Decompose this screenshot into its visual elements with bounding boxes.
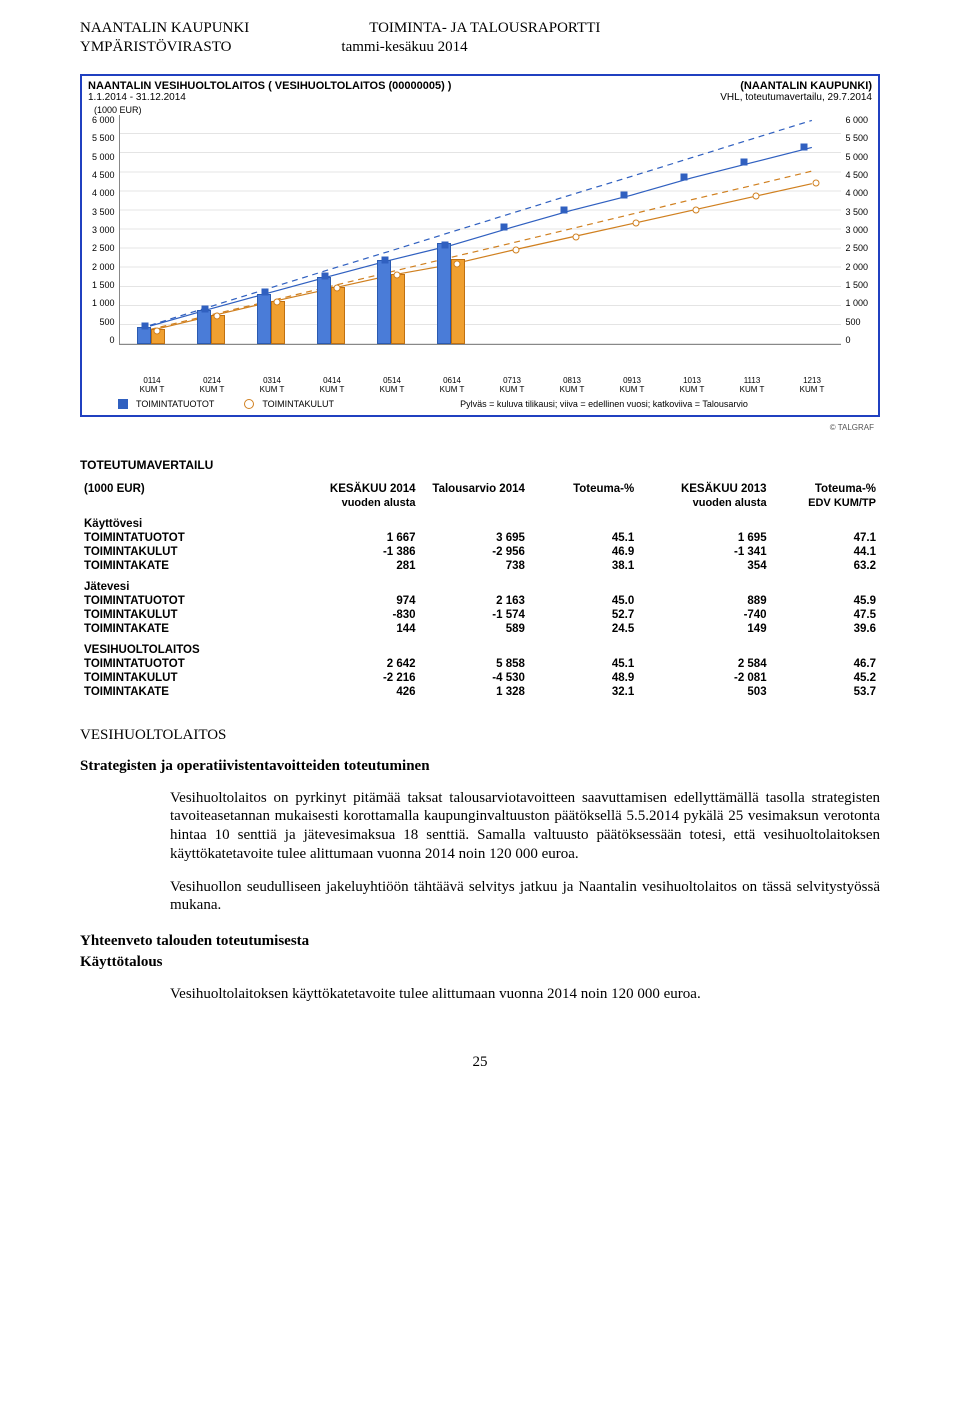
- chart-yaxis-right: 6 0005 5005 0004 5004 0003 5003 0002 500…: [841, 115, 872, 345]
- summary-sub: Käyttötalous: [80, 954, 880, 971]
- chart-legend: TOIMINTATUOTOT TOIMINTAKULUT Pylväs = ku…: [88, 395, 872, 415]
- comparison-table: TOTEUTUMAVERTAILU (1000 EUR)KESÄKUU 2014…: [80, 458, 880, 699]
- chart-date-left: 1.1.2014 - 31.12.2014: [88, 92, 186, 103]
- legend-note: Pylväs = kuluva tilikausi; viiva = edell…: [342, 399, 866, 409]
- header-dept: YMPÄRISTÖVIRASTO: [80, 39, 231, 56]
- body-para-1: Vesihuoltolaitos on pyrkinyt pitämää tak…: [170, 789, 880, 864]
- header-org: NAANTALIN KAUPUNKI: [80, 20, 249, 37]
- body-para-3: Vesihuoltolaitoksen käyttökatetavoite tu…: [170, 985, 880, 1004]
- chart-ylabel: (1000 EUR): [94, 105, 872, 115]
- legend-square-icon: [118, 399, 128, 409]
- body-para-2: Vesihuollon seudulliseen jakeluyhtiöön t…: [170, 878, 880, 916]
- chart-yaxis-left: 6 0005 5005 0004 5004 0003 5003 0002 500…: [88, 115, 119, 345]
- section-title: VESIHUOLTOLAITOS: [80, 727, 880, 744]
- chart-container: NAANTALIN VESIHUOLTOLAITOS ( VESIHUOLTOL…: [80, 74, 880, 417]
- chart-plot: [119, 115, 842, 345]
- header-period: tammi-kesäkuu 2014: [341, 39, 467, 56]
- table-title: TOTEUTUMAVERTAILU: [80, 458, 880, 472]
- legend-tuotot: TOIMINTATUOTOT: [136, 399, 214, 409]
- legend-circle-icon: [244, 399, 254, 409]
- chart-title-left: NAANTALIN VESIHUOLTOLAITOS ( VESIHUOLTOL…: [88, 80, 451, 92]
- chart-xaxis: 0114KUM T0214KUM T0314KUM T0414KUM T0514…: [88, 375, 872, 395]
- page-number: 25: [80, 1054, 880, 1071]
- subsection-title: Strategisten ja operatiivistentavoitteid…: [80, 758, 880, 775]
- summary-title: Yhteenveto talouden toteutumisesta: [80, 933, 880, 950]
- header-report: TOIMINTA- JA TALOUSRAPORTTI: [369, 20, 600, 37]
- legend-kulut: TOIMINTAKULUT: [262, 399, 334, 409]
- chart-title-right: (NAANTALIN KAUPUNKI): [740, 80, 872, 92]
- chart-date-right: VHL, toteutumavertailu, 29.7.2014: [720, 92, 872, 103]
- chart-copyright: © TALGRAF: [80, 423, 880, 434]
